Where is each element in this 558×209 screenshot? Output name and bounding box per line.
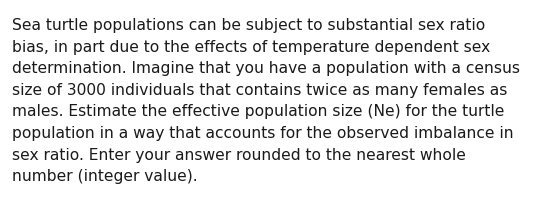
Text: Sea turtle populations can be subject to substantial sex ratio
bias, in part due: Sea turtle populations can be subject to… <box>12 18 520 184</box>
